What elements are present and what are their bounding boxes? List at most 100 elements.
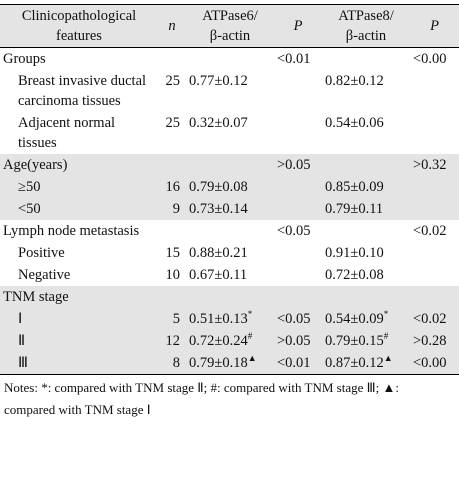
cell: 12: [158, 330, 186, 352]
header-text: Clinicopathological: [21, 8, 137, 24]
cell: [274, 176, 322, 198]
cell: 0.91±0.10: [322, 242, 410, 264]
cell-text: 25: [165, 73, 181, 89]
cell-text: 0.32±0.07: [189, 115, 248, 131]
cell: <0.05: [274, 308, 322, 330]
cell: [158, 286, 186, 308]
cell: 0.79±0.18▲: [186, 352, 274, 375]
cell: <0.01: [274, 48, 322, 71]
cell: >0.28: [410, 330, 459, 352]
cell: Ⅲ: [0, 352, 158, 375]
cell: 0.79±0.15#: [322, 330, 410, 352]
cell-text: <0.00: [413, 355, 447, 371]
cell: 0.82±0.12: [322, 70, 410, 112]
item-row: Ⅱ 12 0.72±0.24# >0.05 0.79±0.15# >0.28: [0, 330, 459, 352]
notes: Notes: *: compared with TNM stage Ⅱ; #: …: [4, 380, 399, 417]
cell: 16: [158, 176, 186, 198]
cell-text: <0.01: [277, 51, 311, 67]
header-text: β-actin: [345, 28, 387, 44]
cell-text: Groups: [3, 51, 46, 67]
cell: 25: [158, 112, 186, 154]
cell-text: <0.00: [413, 51, 447, 67]
cell-text: 16: [165, 179, 181, 195]
cell-text: >0.32: [413, 157, 447, 173]
cell: [274, 242, 322, 264]
cell: [186, 48, 274, 71]
cell: ≥50: [0, 176, 158, 198]
cell: [410, 176, 459, 198]
cell: TNM stage: [0, 286, 158, 308]
cell-text: 0.77±0.12: [189, 73, 248, 89]
cell: Groups: [0, 48, 158, 71]
superscript: ▲: [247, 353, 257, 364]
cell-text: <0.02: [413, 223, 447, 239]
cell: Breast invasive ductal carcinoma tissues: [0, 70, 158, 112]
cell: [322, 48, 410, 71]
cell: 0.79±0.08: [186, 176, 274, 198]
cell-text: <50: [18, 201, 41, 217]
cell: [158, 154, 186, 176]
cell: <0.01: [274, 352, 322, 375]
cell-text: 9: [172, 201, 180, 217]
cell: 0.67±0.11: [186, 264, 274, 286]
cell-text: Breast invasive ductal carcinoma tissues: [18, 73, 147, 109]
cell-text: Ⅰ: [18, 311, 23, 327]
table-header: Clinicopathological features n ATPase6/β-…: [0, 4, 459, 48]
cell: 10: [158, 264, 186, 286]
cell: [410, 242, 459, 264]
superscript: *: [383, 309, 389, 320]
cell-text: 5: [172, 311, 180, 327]
cell-text: 0.79±0.15: [325, 333, 384, 349]
cell: 9: [158, 198, 186, 220]
cell: >0.32: [410, 154, 459, 176]
cell: [158, 48, 186, 71]
item-row: Adjacent normal tissues 25 0.32±0.07 0.54±0…: [0, 112, 459, 154]
cell: >0.05: [274, 330, 322, 352]
cell-text: 0.82±0.12: [325, 73, 384, 89]
cell: <0.02: [410, 308, 459, 330]
header-cell: ATPase8/β-actin: [322, 4, 410, 48]
cell: 0.73±0.14: [186, 198, 274, 220]
header-text: β-actin: [209, 28, 251, 44]
cell: 0.72±0.24#: [186, 330, 274, 352]
cell: 5: [158, 308, 186, 330]
cell-text: 0.72±0.08: [325, 267, 384, 283]
item-row: ≥50 16 0.79±0.08 0.85±0.09: [0, 176, 459, 198]
cell: Ⅱ: [0, 330, 158, 352]
group-row: TNM stage: [0, 286, 459, 308]
cell-text: 0.72±0.24: [189, 333, 248, 349]
cell: [274, 286, 322, 308]
cell-text: 8: [172, 355, 180, 371]
cell-text: 0.79±0.11: [325, 201, 384, 217]
cell: [322, 154, 410, 176]
superscript: #: [247, 331, 253, 342]
cell: 8: [158, 352, 186, 375]
cell-text: Adjacent normal tissues: [18, 115, 116, 151]
cell-text: 12: [165, 333, 181, 349]
item-row: Ⅲ 8 0.79±0.18▲ <0.01 0.87±0.12▲ <0.00: [0, 352, 459, 375]
cell: 0.54±0.09*: [322, 308, 410, 330]
header-cell: P: [410, 4, 459, 48]
data-table: Clinicopathological features n ATPase6/β-…: [0, 4, 459, 375]
cell-text: 10: [165, 267, 181, 283]
header-cell: n: [158, 4, 186, 48]
cell: Lymph node metastasis: [0, 220, 158, 242]
cell-text: 15: [165, 245, 181, 261]
cell: [410, 112, 459, 154]
cell-text: 0.88±0.21: [189, 245, 248, 261]
cell-text: 0.51±0.13: [189, 311, 248, 327]
item-row: Positive 15 0.88±0.21 0.91±0.10: [0, 242, 459, 264]
cell-text: TNM stage: [3, 289, 69, 305]
cell: <0.05: [274, 220, 322, 242]
cell: 0.79±0.11: [322, 198, 410, 220]
group-row: Lymph node metastasis <0.05 <0.02: [0, 220, 459, 242]
cell-text: Negative: [18, 267, 71, 283]
cell-text: 0.67±0.11: [189, 267, 248, 283]
header-cell: ATPase6/β-actin: [186, 4, 274, 48]
cell: Adjacent normal tissues: [0, 112, 158, 154]
cell: [410, 198, 459, 220]
cell-text: Age(years): [3, 157, 68, 173]
cell: 0.85±0.09: [322, 176, 410, 198]
cell: [410, 264, 459, 286]
cell: [410, 70, 459, 112]
